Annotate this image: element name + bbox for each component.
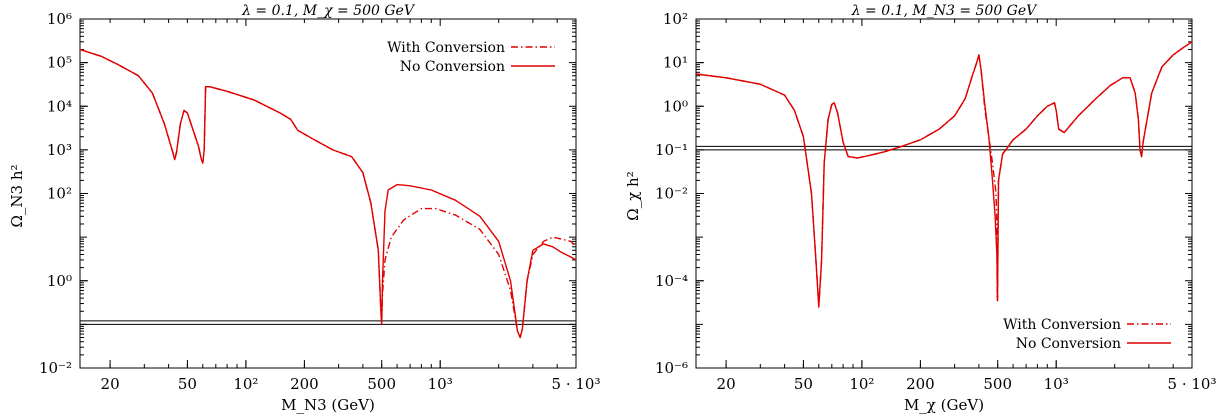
y-tick-label: 10⁴ (47, 97, 72, 115)
x-tick-label: 5 · 10³ (552, 375, 601, 393)
y-tick-label: 10² (663, 10, 688, 28)
x-axis-title: M_N3 (GeV) (281, 396, 375, 414)
x-tick-label: 20 (717, 375, 736, 393)
y-tick-label: 10⁻² (655, 185, 688, 203)
series-line-no-conversion (696, 41, 1192, 308)
legend-label: With Conversion (387, 40, 505, 56)
y-tick-label: 10⁻² (39, 359, 72, 377)
x-tick-label: 200 (906, 375, 935, 393)
y-tick-label: 10¹ (663, 54, 688, 72)
x-tick-label: 10² (233, 375, 258, 393)
series-group (696, 41, 1192, 308)
y-tick-label: 10⁰ (47, 272, 72, 290)
y-tick-label: 10⁶ (47, 10, 72, 28)
y-axis-title: Ω_N3 h² (8, 164, 26, 227)
legend-label: No Conversion (1016, 336, 1121, 352)
plot-frame (695, 18, 1193, 369)
x-tick-label: 500 (983, 375, 1012, 393)
series-group (80, 48, 576, 339)
legend-label: With Conversion (1003, 317, 1121, 333)
chart-panel-2: 20 50 10² 200 500 10³ 5 · 10³ 10⁻⁶ 10⁻⁴ 10⁻² 10⁻¹ 1… (624, 3, 1216, 414)
legend-label: No Conversion (400, 59, 505, 75)
chart-panel-1: 20 50 10² 200 500 10³ 5 · 10³ 10⁻² 10⁰ 10² 10³ 10⁴ 1… (8, 3, 600, 414)
chart-title: λ = 0.1, M_N3 = 500 GeV (851, 3, 1038, 19)
series-line-with-conversion (80, 48, 576, 339)
x-tick-label: 50 (178, 375, 197, 393)
x-tick-label: 20 (101, 375, 120, 393)
y-tick-label: 10³ (47, 141, 72, 159)
y-tick-label: 10⁰ (663, 97, 688, 115)
x-tick-label: 10³ (428, 375, 453, 393)
x-tick-label: 10³ (1044, 375, 1069, 393)
x-tick-label: 200 (290, 375, 319, 393)
y-tick-label: 10⁵ (47, 54, 72, 72)
y-tick-label: 10⁻⁶ (655, 359, 688, 377)
x-tick-label: 5 · 10³ (1168, 375, 1217, 393)
x-tick-label: 10² (849, 375, 874, 393)
y-axis-title: Ω_χ h² (624, 171, 642, 220)
chart-title: λ = 0.1, M_χ = 500 GeV (241, 3, 416, 19)
x-tick-label: 50 (794, 375, 813, 393)
x-tick-label: 500 (367, 375, 396, 393)
x-axis-title: M_χ (GeV) (904, 396, 984, 414)
y-tick-label: 10² (47, 185, 72, 203)
series-line-no-conversion (80, 48, 576, 339)
y-tick-label: 10⁻¹ (655, 141, 688, 159)
y-tick-label: 10⁻⁴ (655, 272, 688, 290)
